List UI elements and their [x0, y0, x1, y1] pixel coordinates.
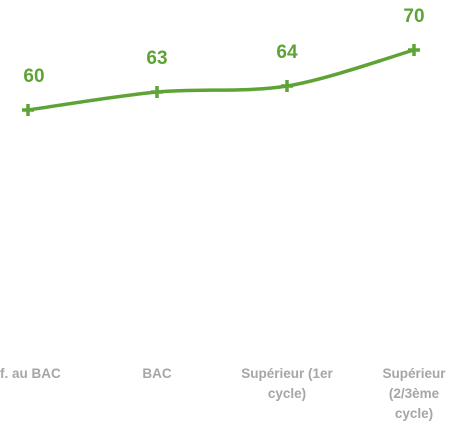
marker	[281, 80, 293, 92]
data-label: 63	[146, 48, 167, 69]
x-tick-label: Supérieur (2/3ème cycle)	[382, 366, 446, 421]
x-tick-label: f. au BAC	[0, 366, 61, 381]
x-tick-label: BAC	[142, 366, 172, 381]
x-tick-label: Supérieur (1er cycle)	[241, 366, 333, 401]
data-label: 70	[403, 6, 424, 27]
marker	[22, 104, 34, 116]
line	[26, 48, 416, 112]
data-label: 64	[276, 42, 298, 63]
marker	[151, 86, 163, 98]
marker	[408, 44, 420, 56]
data-label: 60	[23, 66, 44, 87]
